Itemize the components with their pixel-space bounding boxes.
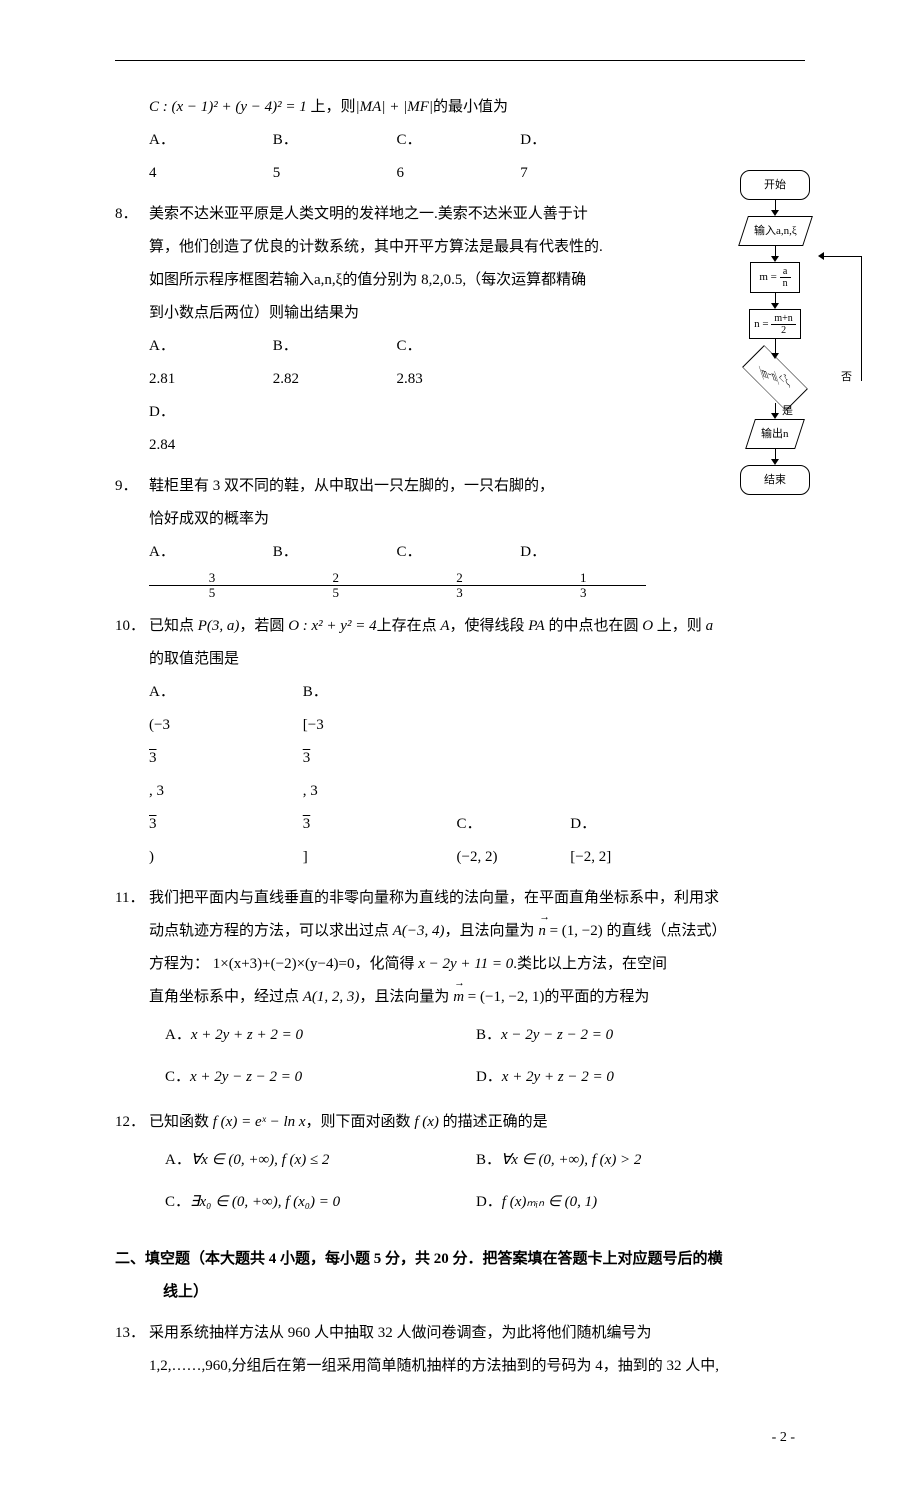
q11-line2: 动点轨迹方程的方法，可以求出过点 A(−3, 4)，且法向量为 n = (1, … <box>149 915 805 948</box>
fc-loop-arrow <box>818 252 824 260</box>
q13-line2: 1,2,……,960,分组后在第一组采用简单随机抽样的方法抽到的号码为 4，抽到… <box>149 1350 805 1383</box>
q7-opt-d: D．7 <box>520 124 640 190</box>
q7-opt-c: C．6 <box>397 124 517 190</box>
fc-start: 开始 <box>740 170 810 200</box>
fc-output: 输出n <box>745 419 804 449</box>
fc-step1: m = an <box>750 262 800 292</box>
q12-opt-c: C．∃x₀ ∈ (0, +∞), f (x₀) = 0 <box>165 1181 472 1223</box>
q10-options: A．(−33, 33) B．[−33, 33] C．(−2, 2) D．[−2,… <box>115 676 805 874</box>
q7-tail-suffix: 的最小值为 <box>433 99 508 115</box>
q9-num: 9． <box>115 470 149 536</box>
q11-opt-b: B．x − 2y − z − 2 = 0 <box>476 1014 783 1056</box>
q8-line3: 如图所示程序框图若输入a,n,ξ的值分别为 8,2,0.5,（每次运算都精确 <box>149 264 635 297</box>
flowchart: 开始 输入a,n,ξ m = an n = m+n2 |m−n| < ξ 否 是… <box>700 170 850 495</box>
page-footer: - 2 - <box>115 1423 805 1454</box>
q11-opt-c: C．x + 2y − z − 2 = 0 <box>165 1056 472 1098</box>
q8-line2: 算，他们创造了优良的计数系统，其中开平方算法是最具有代表性的. <box>149 231 635 264</box>
q12-opt-d: D．f (x)ₘᵢₙ ∈ (0, 1) <box>476 1181 783 1223</box>
q10-num: 10． <box>115 610 149 676</box>
top-rule <box>115 60 805 61</box>
q8-line1: 美索不达米亚平原是人类文明的发祥地之一.美索不达米亚人善于计 <box>149 198 635 231</box>
q13: 13． 采用系统抽样方法从 960 人中抽取 32 人做问卷调查，为此将他们随机… <box>115 1317 805 1383</box>
q11-opt-d: D．x + 2y + z − 2 = 0 <box>476 1056 783 1098</box>
fc-step2: n = m+n2 <box>749 309 801 339</box>
q9-options: A．35 B．25 C．23 D．13 <box>115 536 805 602</box>
section2-title2: 线上） <box>115 1276 805 1309</box>
q7-tail-prefix: 上，则 <box>311 99 356 115</box>
q11-line1: 我们把平面内与直线垂直的非零向量称为直线的法向量，在平面直角坐标系中，利用求 <box>149 882 805 915</box>
q10-opt-b: B．[−33, 33] <box>303 676 453 874</box>
q13-line1: 采用系统抽样方法从 960 人中抽取 32 人做问卷调查，为此将他们随机编号为 <box>149 1317 805 1350</box>
q12-options: A．∀x ∈ (0, +∞), f (x) ≤ 2 B．∀x ∈ (0, +∞)… <box>115 1139 805 1223</box>
q12-num: 12． <box>115 1106 149 1139</box>
q12-opt-a: A．∀x ∈ (0, +∞), f (x) ≤ 2 <box>165 1139 472 1181</box>
section2-title: 二、填空题（本大题共 4 小题，每小题 5 分，共 20 分．把答案填在答题卡上… <box>115 1243 805 1276</box>
q9-line1: 鞋柜里有 3 双不同的鞋，从中取出一只左脚的，一只右脚的， <box>149 470 635 503</box>
q7-opt-b: B．5 <box>273 124 393 190</box>
fc-input: 输入a,n,ξ <box>738 216 813 246</box>
page: C : (x − 1)² + (y − 4)² = 1 上，则|MA| + |M… <box>0 0 920 1494</box>
q9-opt-a: A．35 <box>149 536 269 602</box>
q9-line2: 恰好成双的概率为 <box>149 503 635 536</box>
q8-opt-d: D．2.84 <box>149 396 269 462</box>
q12: 12． 已知函数 f (x) = eˣ − ln x，则下面对函数 f (x) … <box>115 1106 805 1139</box>
q12-opt-b: B．∀x ∈ (0, +∞), f (x) > 2 <box>476 1139 783 1181</box>
fc-end: 结束 <box>740 465 810 495</box>
q10-opt-c: C．(−2, 2) <box>457 808 567 874</box>
q11-opt-a: A．x + 2y + z + 2 = 0 <box>165 1014 472 1056</box>
q10: 10． 已知点 P(3, a)，若圆 O : x² + y² = 4上存在点 A… <box>115 610 805 676</box>
q7-stem-continued: C : (x − 1)² + (y − 4)² = 1 上，则|MA| + |M… <box>115 91 805 124</box>
q8-opt-b: B．2.82 <box>273 330 393 396</box>
q13-num: 13． <box>115 1317 149 1383</box>
q8-line4: 到小数点后两位）则输出结果为 <box>149 297 635 330</box>
q11-line3: 方程为： 1×(x+3)+(−2)×(y−4)=0，化简得 x − 2y + 1… <box>149 948 805 981</box>
q10-opt-a: A．(−33, 33) <box>149 676 299 874</box>
q9-opt-d: D．13 <box>520 536 640 602</box>
q10-opt-d: D．[−2, 2] <box>570 808 680 874</box>
q11-num: 11． <box>115 882 149 1014</box>
q8-opt-a: A．2.81 <box>149 330 269 396</box>
q9-opt-c: C．23 <box>397 536 517 602</box>
q11: 11． 我们把平面内与直线垂直的非零向量称为直线的法向量，在平面直角坐标系中，利… <box>115 882 805 1014</box>
q8-num: 8． <box>115 198 149 330</box>
q11-line4: 直角坐标系中，经过点 A(1, 2, 3)，且法向量为 m = (−1, −2,… <box>149 981 805 1014</box>
fc-loop-line <box>821 256 862 381</box>
q7-formula: C : (x − 1)² + (y − 4)² = 1 <box>149 99 307 115</box>
q7-abs: |MA| + |MF| <box>356 99 433 115</box>
q10-line2: 的取值范围是 <box>149 643 805 676</box>
q9-opt-b: B．25 <box>273 536 393 602</box>
q7-opt-a: A．4 <box>149 124 269 190</box>
q11-options: A．x + 2y + z + 2 = 0 B．x − 2y − z − 2 = … <box>115 1014 805 1098</box>
q8-opt-c: C．2.83 <box>397 330 517 396</box>
